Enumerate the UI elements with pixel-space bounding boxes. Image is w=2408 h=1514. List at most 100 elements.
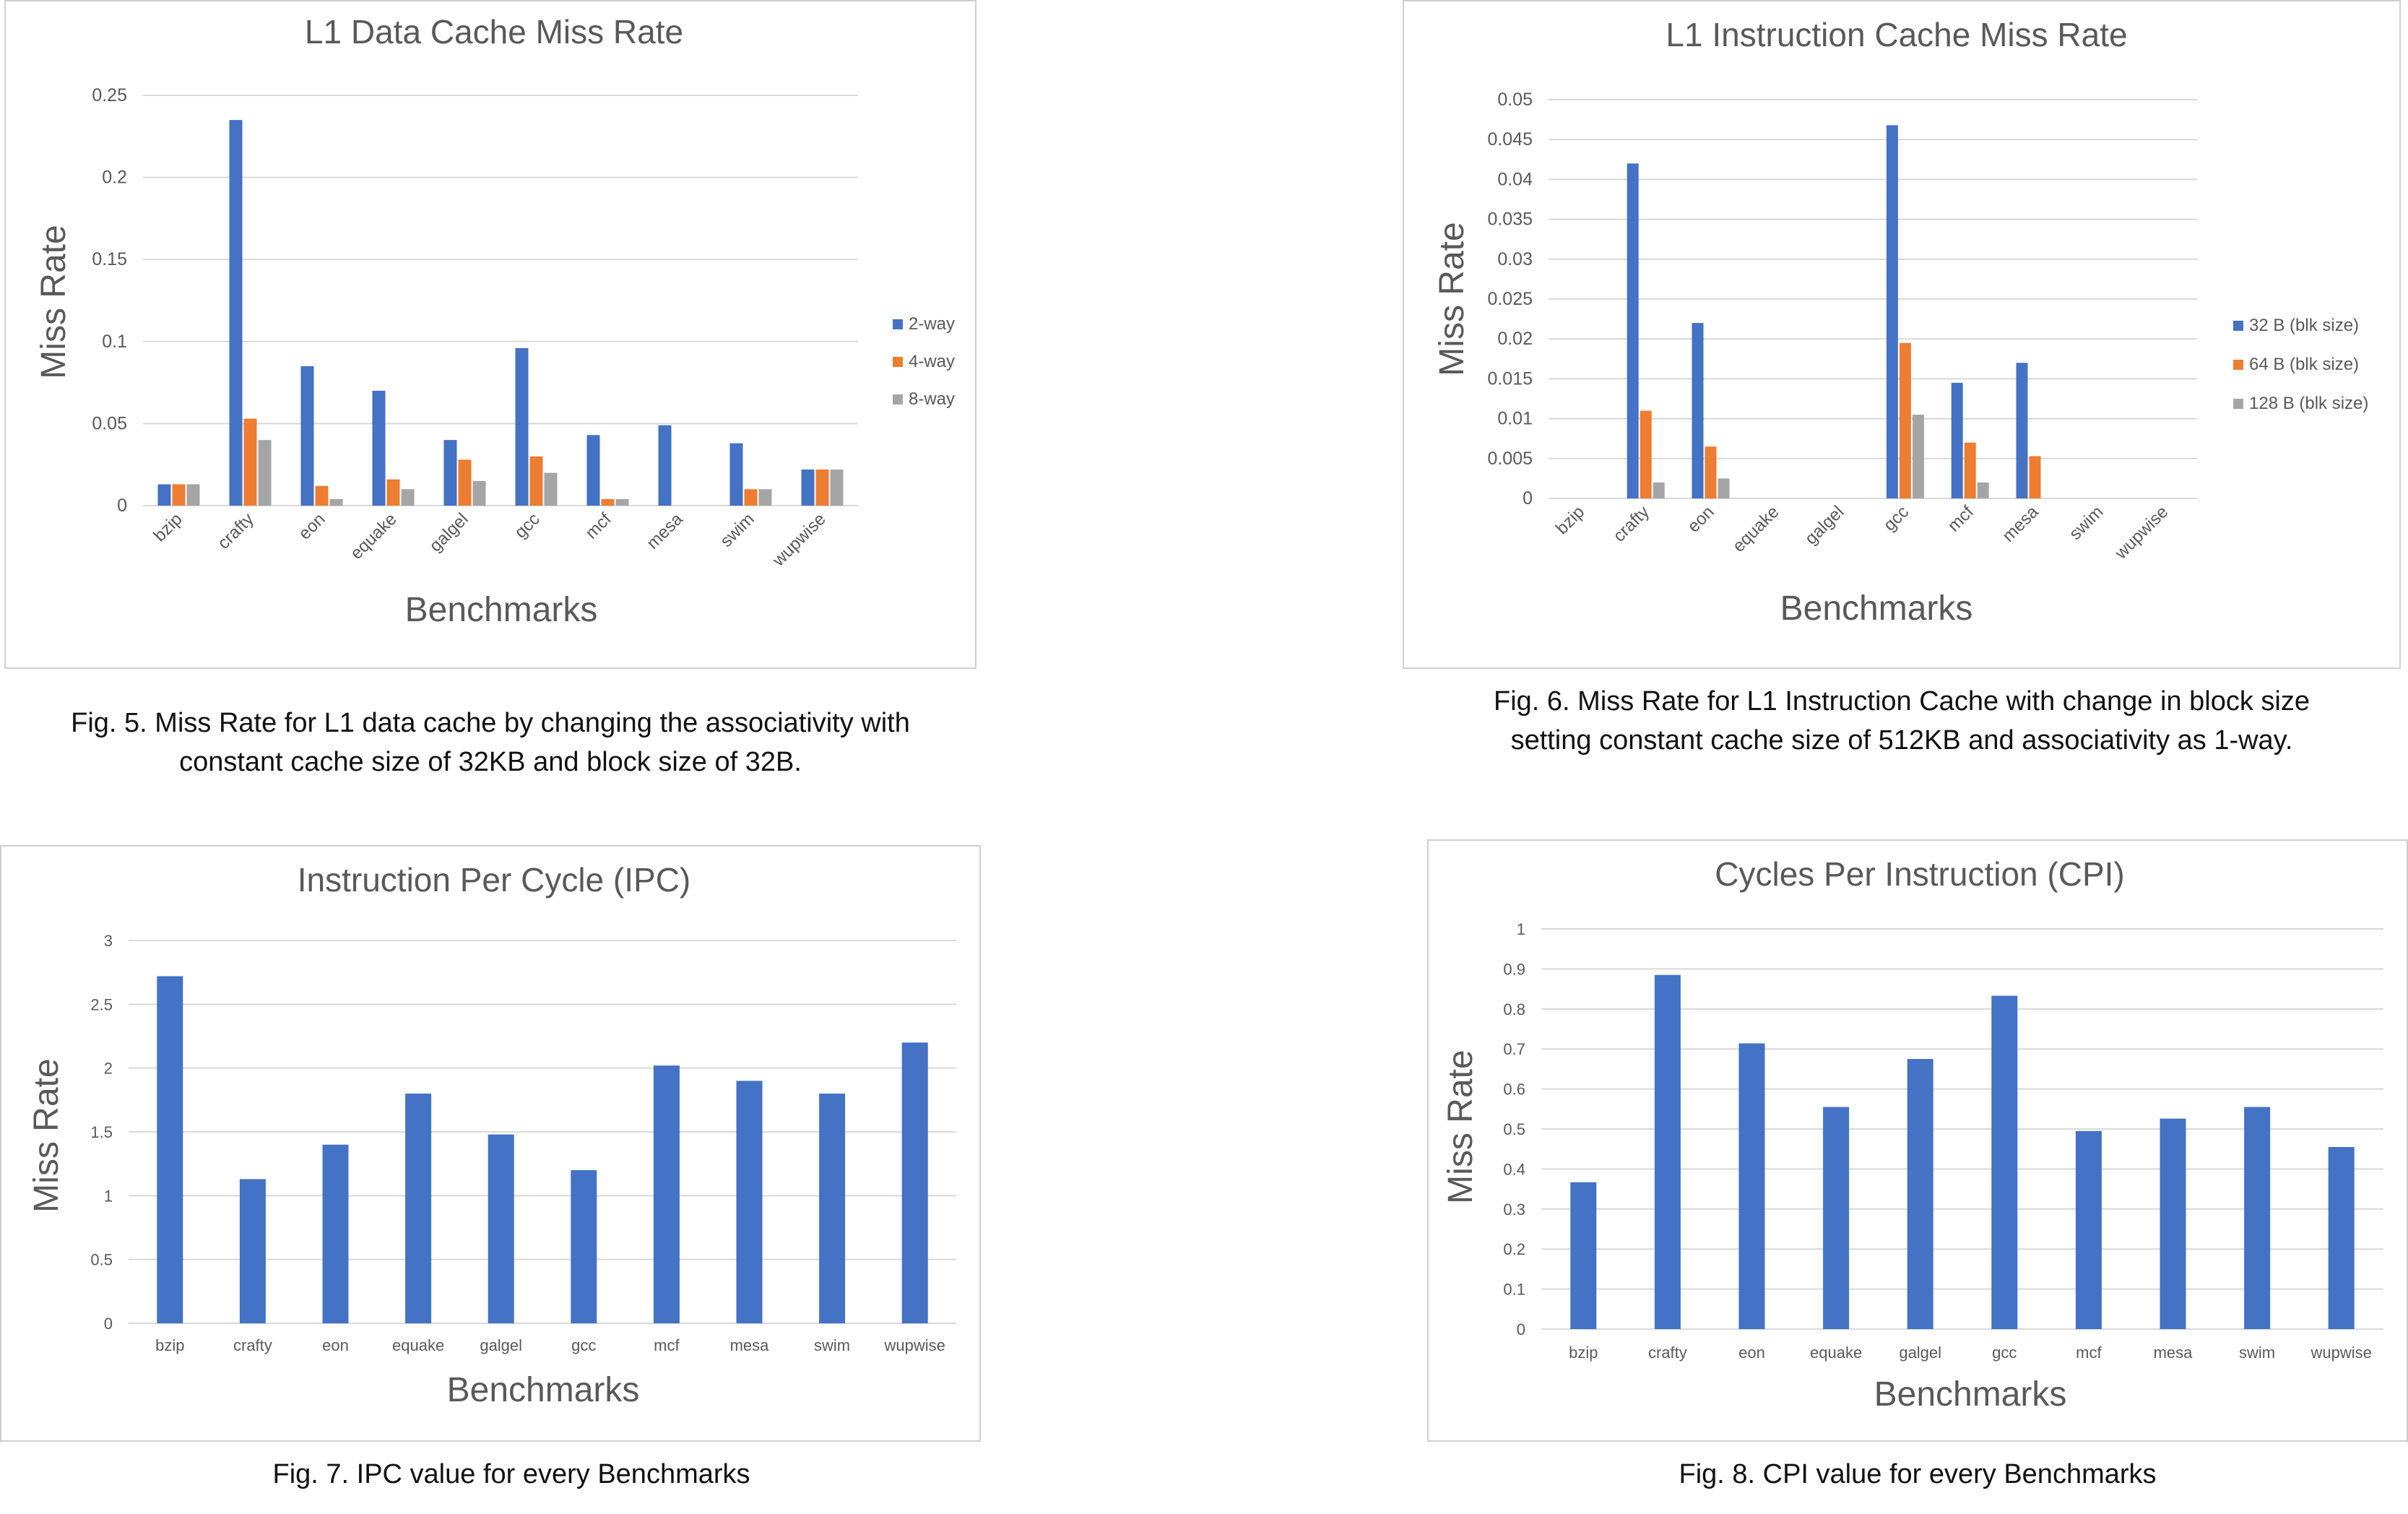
bar: [653, 1065, 680, 1323]
bar: [229, 120, 243, 506]
chart-cpi: Cycles Per Instruction (CPI) 0 0.1 0.2 0.3 0.…: [1442, 855, 2383, 1414]
figure-caption-6: Fig. 6. Miss Rate for L1 Instruction Cac…: [1403, 682, 2401, 760]
bar: [2016, 363, 2028, 498]
y-tick-label: 0.2: [1503, 1240, 1525, 1258]
chart-l1-data-cache: L1 Data Cache Miss Rate 0 0.05 0.1 0.15 0.2 0.…: [35, 13, 955, 629]
x-tick-label: bzip: [155, 1336, 184, 1354]
bar: [815, 470, 829, 506]
y-tick-label: 0.6: [1503, 1081, 1525, 1099]
bar: [601, 498, 615, 506]
legend-label: 64 B (blk size): [2249, 355, 2359, 374]
y-tick-label: 0.03: [1497, 249, 1533, 269]
bar: [758, 489, 772, 506]
bar: [488, 1134, 514, 1323]
chart-title: L1 Instruction Cache Miss Rate: [1666, 16, 2127, 53]
bar: [1991, 995, 2018, 1329]
x-tick-label: mcf: [654, 1336, 680, 1354]
caption-line: Fig. 8. CPI value for every Benchmarks: [1679, 1459, 2157, 1489]
bar: [258, 440, 272, 506]
bar: [1738, 1043, 1765, 1329]
x-tick-label: swim: [716, 509, 758, 551]
x-tick-label: galgel: [1801, 502, 1848, 548]
x-tick-label: gcc: [571, 1336, 596, 1354]
x-tick-label: bzip: [150, 509, 186, 545]
bar: [472, 480, 486, 506]
x-tick-label: bzip: [1552, 502, 1588, 538]
bar: [172, 484, 186, 506]
x-axis-title: Benchmarks: [405, 591, 598, 629]
legend-label: 32 B (blk size): [2249, 316, 2359, 335]
bar: [544, 472, 558, 506]
y-tick-label: 0.2: [102, 168, 127, 188]
bar: [1886, 125, 1898, 498]
y-tick-label: 0: [1517, 1320, 1525, 1338]
chart-panel-l1-data: L1 Data Cache Miss Rate 0 0.05 0.1 0.15 0.2 0.…: [4, 0, 976, 669]
bar: [529, 456, 543, 506]
bar: [1964, 442, 1976, 498]
bar: [405, 1094, 432, 1323]
caption-line: Fig. 7. IPC value for every Benchmarks: [272, 1459, 750, 1489]
x-tick-label: gcc: [1992, 1344, 2017, 1362]
bar: [729, 443, 743, 506]
bar: [1899, 342, 1911, 498]
legend-swatch: [2233, 399, 2243, 409]
y-tick-label: 2: [104, 1060, 113, 1078]
bar: [658, 425, 672, 506]
x-tick-label: bzip: [1569, 1344, 1598, 1362]
bar: [372, 390, 386, 506]
y-tick-label: 0.05: [1497, 90, 1533, 110]
y-tick-label: 0.035: [1487, 209, 1533, 230]
chart-title: Cycles Per Instruction (CPI): [1715, 855, 2124, 893]
x-tick-label: eon: [1738, 1344, 1765, 1362]
figure-caption-8: Fig. 8. CPI value for every Benchmarks: [1427, 1455, 2408, 1494]
bar: [2160, 1118, 2186, 1329]
legend-swatch: [893, 357, 903, 367]
legend-label: 128 B (blk size): [2249, 394, 2368, 413]
caption-line: setting constant cache size of 512KB and…: [1510, 725, 2293, 756]
chart-title: L1 Data Cache Miss Rate: [305, 13, 683, 51]
y-tick-label: 0.1: [102, 332, 127, 352]
x-tick-label: eon: [322, 1336, 349, 1354]
bar: [157, 484, 171, 506]
chart-panel-l1-instruction: L1 Instruction Cache Miss Rate 0 0.005 0.01…: [1403, 0, 2401, 669]
y-tick-label: 0.02: [1497, 329, 1533, 349]
bar: [401, 489, 415, 506]
y-tick-label: 0.04: [1497, 169, 1533, 189]
y-tick-label: 3: [104, 932, 113, 950]
bar: [2244, 1107, 2271, 1329]
chart-ipc: Instruction Per Cycle (IPC) 0 0.5 1 1.5 2 2.5 3…: [27, 861, 956, 1409]
bar: [329, 498, 343, 506]
legend-label: 8-way: [909, 389, 955, 409]
chart-panel-cpi: Cycles Per Instruction (CPI) 0 0.1 0.2 0.3 0.…: [1427, 839, 2408, 1442]
bar: [1627, 163, 1639, 498]
bar: [1977, 482, 1989, 498]
bar: [1705, 446, 1717, 498]
y-tick-label: 0: [117, 496, 127, 516]
x-axis-title: Benchmarks: [1874, 1375, 2067, 1414]
y-axis-title: Miss Rate: [1433, 222, 1471, 376]
y-tick-label: 0.1: [1503, 1281, 1525, 1299]
x-tick-label: wupwise: [2310, 1344, 2372, 1362]
x-tick-label: equake: [1729, 502, 1783, 556]
x-tick-label: wupwise: [2110, 502, 2172, 563]
x-tick-label: mesa: [643, 509, 687, 553]
x-tick-label: galgel: [425, 509, 472, 555]
bar: [801, 470, 815, 506]
bar: [322, 1144, 349, 1323]
x-tick-label: wupwise: [884, 1336, 945, 1354]
y-axis-title: Miss Rate: [1442, 1050, 1480, 1203]
bar: [586, 435, 600, 506]
bar: [571, 1170, 597, 1323]
bar: [1823, 1107, 1850, 1329]
bar: [1718, 478, 1730, 498]
chart-l1-instruction-cache: L1 Instruction Cache Miss Rate 0 0.005 0.01…: [1433, 16, 2368, 628]
legend-label: 2-way: [909, 314, 955, 334]
y-tick-label: 0.4: [1503, 1160, 1525, 1178]
x-axis-title: Benchmarks: [1780, 589, 1973, 628]
y-tick-label: 0.8: [1503, 1000, 1525, 1018]
y-tick-label: 0.3: [1503, 1201, 1525, 1219]
x-tick-label: swim: [2239, 1344, 2275, 1362]
x-tick-label: mesa: [1998, 502, 2043, 546]
legend-swatch: [2233, 360, 2243, 370]
x-tick-label: wupwise: [768, 509, 830, 571]
